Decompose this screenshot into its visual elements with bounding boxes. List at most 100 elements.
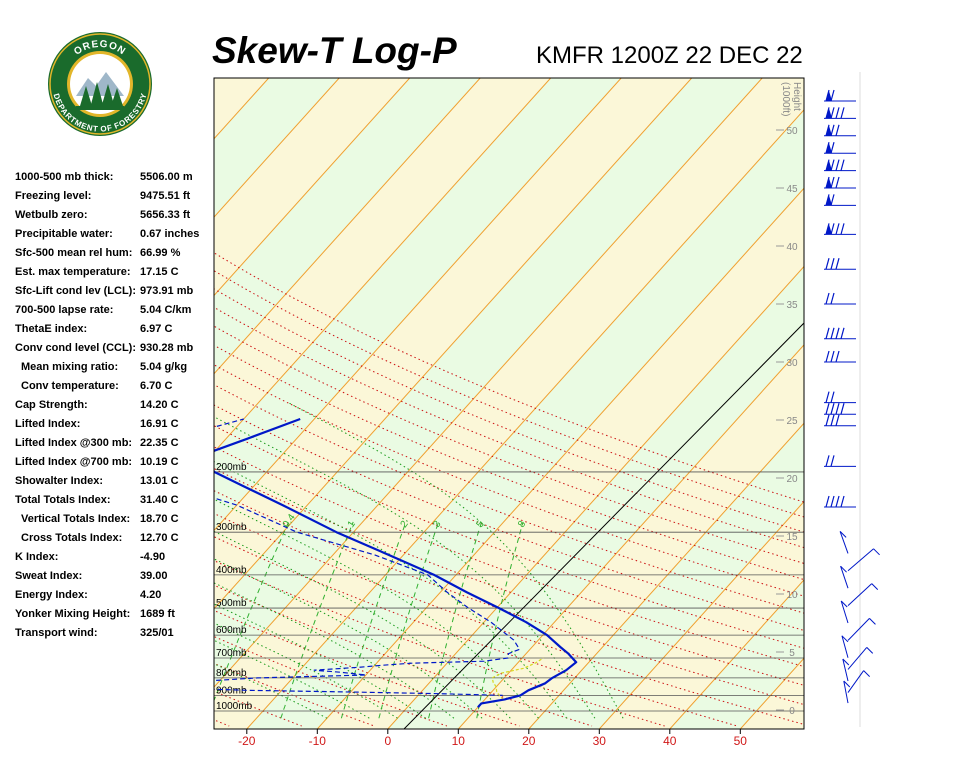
index-value: 5656.33 ft <box>140 209 191 221</box>
x-tick-label: 40 <box>663 734 677 748</box>
height-axis-unit: (1000ft) <box>780 82 791 116</box>
isotherm-line <box>214 78 622 532</box>
wind-barb <box>824 124 856 137</box>
index-label: Cap Strength: <box>15 399 88 411</box>
parcel-trace <box>491 657 544 700</box>
index-row: Energy Index: 4.20 <box>15 586 210 605</box>
index-row: Lifted Index @700 mb: 10.19 C <box>15 453 210 472</box>
index-label: Est. max temperature: <box>15 266 131 278</box>
mixing-ratio-line <box>476 521 524 719</box>
index-row: Sweat Index: 39.00 <box>15 567 210 586</box>
height-tick-label: 30 <box>786 358 798 369</box>
index-row: Lifted Index @300 mb: 22.35 C <box>15 434 210 453</box>
logo-tree-icon <box>101 84 115 108</box>
index-value: 9475.51 ft <box>140 190 191 202</box>
wind-barb <box>824 223 856 235</box>
height-tick-label: 15 <box>786 532 798 543</box>
isotherm-band <box>811 78 960 729</box>
wind-barb <box>824 414 856 427</box>
index-label: Vertical Totals Index: <box>21 513 131 525</box>
dry-adiabat <box>214 512 804 725</box>
height-tick-label: 0 <box>789 706 795 717</box>
x-tick-label: 10 <box>452 734 466 748</box>
wind-barb <box>824 142 856 154</box>
stability-indices-panel: 1000-500 mb thick: 5506.00 m Freezing leve… <box>15 168 210 643</box>
isotherm-line <box>214 78 481 375</box>
logo-mountains <box>76 72 124 96</box>
index-value: 6.70 C <box>140 380 173 392</box>
x-tick-label: 30 <box>593 734 607 748</box>
index-value: 12.70 C <box>140 532 179 544</box>
isobar-label: 200mb <box>216 462 247 473</box>
dry-adiabat <box>0 78 157 726</box>
height-tick-label: 50 <box>786 126 798 137</box>
wind-barb <box>824 194 856 206</box>
wind-barb <box>824 403 856 415</box>
index-value: 325/01 <box>140 627 174 639</box>
moist-adiabat <box>214 530 511 719</box>
logo-tree-icon <box>80 86 92 106</box>
height-tick-label: 25 <box>786 416 798 427</box>
index-value: 0.67 inches <box>140 228 200 240</box>
wind-barb <box>824 391 856 404</box>
isobar-label: 300mb <box>216 522 247 533</box>
wind-barb <box>843 680 851 704</box>
index-value: 6.97 C <box>140 323 173 335</box>
moist-adiabat <box>214 603 426 719</box>
index-label: Precipitable water: <box>15 228 113 240</box>
index-row: Freezing level: 9475.51 ft <box>15 187 210 206</box>
moist-adiabat <box>214 639 370 719</box>
logo-tree-icon <box>111 88 123 106</box>
index-value: 5.04 C/km <box>140 304 192 316</box>
index-row: Vertical Totals Index: 18.70 C <box>15 510 210 529</box>
wind-barb <box>824 258 856 270</box>
isotherm-line <box>214 78 552 453</box>
index-value: 5506.00 m <box>140 171 193 183</box>
index-label: K Index: <box>15 551 59 563</box>
isotherm-line <box>387 265 804 729</box>
mixing-ratio-label: 2 <box>399 519 411 530</box>
x-tick-label: 20 <box>522 734 536 748</box>
index-value: 66.99 % <box>140 247 181 259</box>
index-label: Sweat Index: <box>15 570 83 582</box>
wind-barb <box>847 618 876 641</box>
index-row: Wetbulb zero: 5656.33 ft <box>15 206 210 225</box>
isotherm-line <box>0 78 128 729</box>
index-label: Lifted Index: <box>15 418 81 430</box>
dry-adiabat <box>214 719 230 727</box>
index-value: 18.70 C <box>140 513 179 525</box>
wind-barb <box>840 565 849 589</box>
index-row: Est. max temperature: 17.15 C <box>15 263 210 282</box>
height-tick-label: 5 <box>789 648 795 659</box>
index-value: 4.20 <box>140 589 162 601</box>
index-value: 16.91 C <box>140 418 179 430</box>
isotherm-line <box>214 78 340 218</box>
mixing-ratio-line <box>378 521 440 719</box>
index-label: ThetaE index: <box>15 323 88 335</box>
isobar-label: 800mb <box>216 668 247 679</box>
wind-barbs <box>824 72 880 727</box>
moist-adiabat <box>287 401 624 719</box>
index-row: Precipitable water: 0.67 inches <box>15 225 210 244</box>
index-row: 1000-500 mb thick: 5506.00 m <box>15 168 210 187</box>
index-row: Yonker Mixing Height: 1689 ft <box>15 605 210 624</box>
index-label: Wetbulb zero: <box>15 209 88 221</box>
dry-adiabat <box>214 560 665 727</box>
height-axis-title: Height <box>791 82 802 111</box>
oregon-dept-forestry-logo: OREGON DEPARTMENT OF FORESTRY <box>48 32 152 136</box>
index-row: Sfc-500 mean rel hum: 66.99 % <box>15 244 210 263</box>
index-label: Cross Totals Index: <box>21 532 123 544</box>
index-value: 31.40 C <box>140 494 179 506</box>
index-label: Sfc-Lift cond lev (LCL): <box>15 285 136 297</box>
index-label: Sfc-500 mean rel hum: <box>15 247 133 259</box>
index-row: Cap Strength: 14.20 C <box>15 396 210 415</box>
wind-barb <box>824 350 856 363</box>
reference-line <box>403 322 804 729</box>
index-row: Cross Totals Index: 12.70 C <box>15 529 210 548</box>
index-label: Lifted Index @700 mb: <box>15 456 133 468</box>
wind-barb <box>824 455 856 467</box>
index-value: 930.28 mb <box>140 342 194 354</box>
x-tick-label: -20 <box>238 734 256 748</box>
height-tick-label: 45 <box>786 184 798 195</box>
